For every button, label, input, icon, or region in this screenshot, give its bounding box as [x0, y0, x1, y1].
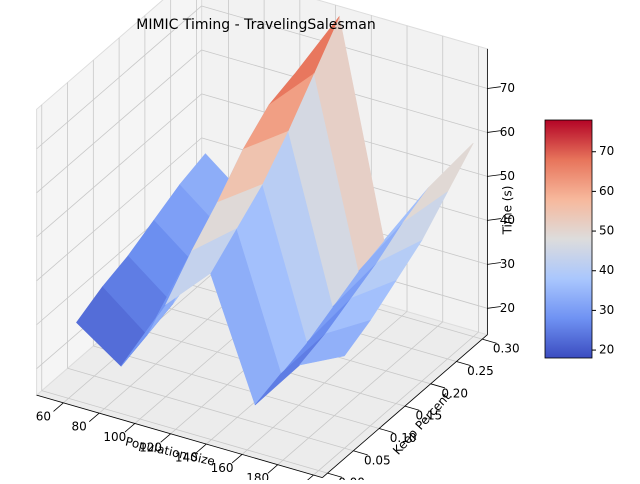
- colorbar: [544, 119, 593, 359]
- tick-mark: [303, 474, 314, 484]
- tick-mark: [231, 454, 243, 464]
- z-tick-label: 60: [500, 125, 515, 139]
- tick-mark: [196, 443, 207, 453]
- z-tick-label: 40: [500, 213, 515, 227]
- y-tick-label: 0.05: [364, 453, 391, 467]
- tick-mark: [487, 218, 501, 221]
- surface-patch: [298, 319, 371, 366]
- surface-patch: [165, 228, 237, 306]
- x-tick-label: 120: [139, 440, 162, 454]
- x-tick-label: 100: [103, 430, 126, 444]
- tick-mark: [267, 464, 279, 474]
- tick-mark: [88, 412, 100, 423]
- tick-mark: [404, 405, 420, 411]
- grid-line: [67, 367, 354, 452]
- grid-line: [93, 345, 380, 429]
- y-tick-label: 0.10: [390, 431, 417, 445]
- grid-line: [36, 5, 202, 150]
- z-axis-label: Time (s): [501, 186, 515, 236]
- tick-mark: [487, 262, 501, 265]
- tick-mark: [430, 383, 446, 389]
- y-tick-label: 0.15: [416, 409, 443, 423]
- tick-mark: [379, 428, 394, 433]
- colorbar-tick-label: 60: [599, 184, 614, 198]
- y-tick-label: 0.25: [467, 364, 494, 378]
- tick-mark: [327, 472, 342, 478]
- tick-mark: [482, 338, 497, 344]
- tick-mark: [124, 423, 136, 433]
- colorbar-tick-label: 20: [599, 343, 614, 357]
- x-tick-label: 160: [211, 461, 234, 475]
- tick-mark: [487, 130, 501, 133]
- grid-line: [41, 390, 328, 474]
- z-tick-label: 30: [500, 257, 515, 271]
- x-tick-label: 140: [175, 451, 198, 465]
- x-tick-label: 80: [71, 420, 86, 434]
- colorbar-tick-label: 30: [599, 303, 614, 317]
- y-tick-label: 0.20: [441, 386, 468, 400]
- z-tick-label: 20: [500, 301, 515, 315]
- axis-line: [36, 394, 323, 478]
- tick-mark: [160, 433, 171, 443]
- axis-line: [322, 334, 488, 478]
- grid-line: [36, 137, 202, 282]
- tick-mark: [53, 402, 64, 412]
- chart-title: MIMIC Timing - TravelingSalesman: [136, 17, 376, 33]
- y-tick-label: 0.00: [338, 476, 365, 480]
- grid-line: [36, 93, 202, 238]
- x-tick-label: 180: [246, 471, 269, 480]
- colorbar-tick-label: 70: [599, 144, 614, 158]
- plot-3d: 60801001201401601802000.000.050.100.150.…: [35, 0, 520, 484]
- z-tick-label: 70: [500, 81, 515, 95]
- colorbar-tick-label: 50: [599, 224, 614, 238]
- tick-mark: [353, 450, 368, 456]
- y-tick-label: 0.30: [493, 342, 520, 356]
- tick-mark: [487, 174, 501, 177]
- x-tick-label: 60: [36, 409, 51, 423]
- tick-mark: [487, 306, 501, 309]
- z-tick-label: 50: [500, 169, 515, 183]
- tick-mark: [456, 361, 471, 366]
- colorbar-tick-label: 40: [599, 263, 614, 277]
- tick-mark: [487, 86, 501, 89]
- grid-line: [36, 49, 202, 194]
